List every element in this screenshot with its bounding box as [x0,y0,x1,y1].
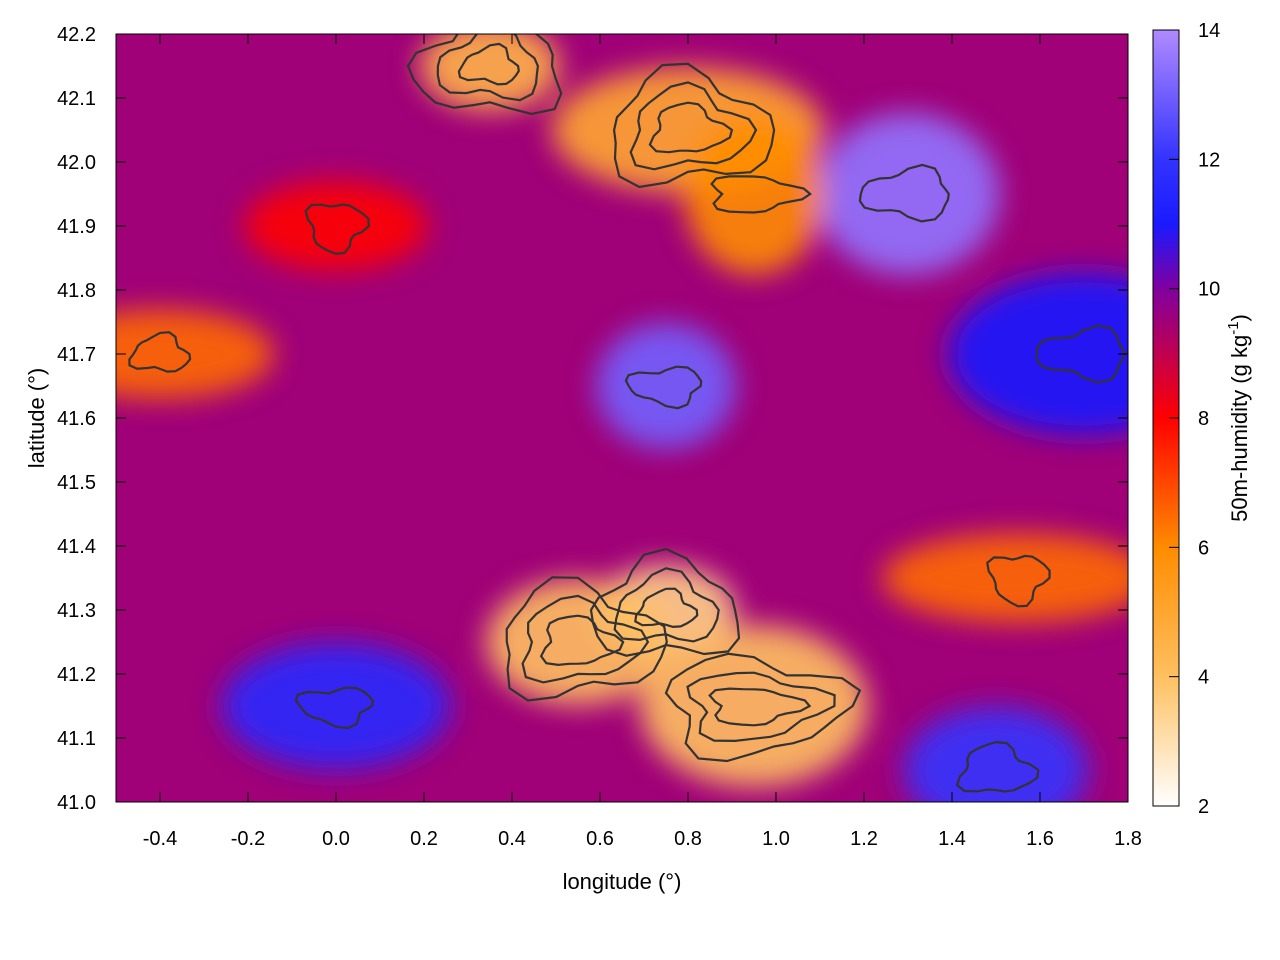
humidity-region [684,113,824,275]
contour-line [624,365,703,410]
contour-line [128,331,192,373]
contour-line [539,614,625,667]
humidity-region [596,323,736,449]
contour-line [1035,324,1126,384]
x-tick-label: 1.4 [938,828,966,850]
heatmap-area [116,34,1128,802]
y-tick-label: 41.6 [57,408,96,430]
humidity-region [882,533,1128,623]
colorbar: 2 4 6 8 10 12 14 50m-humidity (g kg-1) [1152,20,1252,818]
humidity-region [244,181,428,271]
contour-line [648,101,734,154]
y-axis: 41.0 41.1 41.2 41.3 41.4 41.5 41.6 41.7 41.8 41.9… [57,24,1128,814]
colorbar-tick-label: 6 [1198,537,1209,559]
contour-line [686,671,836,743]
colorbar-tick-label: 4 [1198,667,1209,689]
colorbar-ticks: 2 4 6 8 10 12 14 [1169,20,1220,818]
contour-line [436,34,540,102]
y-tick-label: 42.1 [57,88,96,110]
x-axis-title: longitude (°) [563,869,682,894]
x-tick-label: 1.6 [1026,828,1054,850]
contour-line [457,42,520,86]
contour-line [664,652,862,763]
contour-line [955,740,1040,793]
x-tick-label: 1.0 [762,828,790,850]
contour-line [708,687,812,727]
humidity-region [116,309,274,399]
x-tick-label: -0.2 [231,828,265,850]
contour-line [406,34,563,116]
colorbar-tick-label: 12 [1198,149,1220,171]
humidity-region [816,113,1000,275]
x-tick-label: 0.4 [498,828,526,850]
humidity-region [486,579,670,705]
colorbar-tick-label: 8 [1198,408,1209,430]
contour-line [629,81,758,171]
y-tick-label: 41.5 [57,472,96,494]
y-tick-label: 41.4 [57,536,96,558]
y-tick-label: 41.0 [57,792,96,814]
colorbar-tick-label: 14 [1198,20,1220,42]
y-tick-label: 41.8 [57,280,96,302]
x-tick-label: 0.2 [410,828,438,850]
contour-line [634,587,699,629]
contour-line [505,576,668,702]
y-tick-label: 41.1 [57,728,96,750]
x-tick-label: 1.8 [1114,828,1142,850]
contour-line [612,62,776,189]
x-tick-label: 0.0 [322,828,350,850]
contour-line [294,686,375,730]
contour-line [521,594,650,684]
colorbar-tick-label: 10 [1198,279,1220,301]
x-axis: -0.4 -0.2 0.0 0.2 0.4 0.6 0.8 1.0 1.2 1.4 1.6 1.8 [143,34,1142,850]
contour-line [710,175,813,214]
contour-line [589,547,741,657]
x-tick-label: 0.8 [674,828,702,850]
x-tick-label: 0.6 [586,828,614,850]
contour-line [304,203,371,256]
y-tick-label: 42.0 [57,152,96,174]
y-tick-label: 41.2 [57,664,96,686]
contour-lines [128,34,1126,793]
y-tick-label: 41.9 [57,216,96,238]
colorbar-tick-label: 2 [1198,796,1209,818]
colorbar-title-main: 50m-humidity (g kg [1227,335,1252,522]
y-tick-label: 41.3 [57,600,96,622]
humidity-region [948,273,1128,435]
contour-line [986,554,1051,608]
y-tick-label: 42.2 [57,24,96,46]
heatmap-blobs [116,34,1128,802]
contour-line [858,163,950,223]
colorbar-title-close: ) [1227,314,1252,321]
colorbar-title: 50m-humidity (g kg-1) [1225,314,1252,522]
y-tick-label: 41.7 [57,344,96,366]
humidity-region [222,643,450,769]
humidity-region [904,707,1088,802]
colorbar-title-sup: -1 [1225,321,1242,334]
y-axis-title: latitude (°) [24,368,49,469]
x-tick-label: -0.4 [143,828,177,850]
x-tick-label: 1.2 [850,828,878,850]
